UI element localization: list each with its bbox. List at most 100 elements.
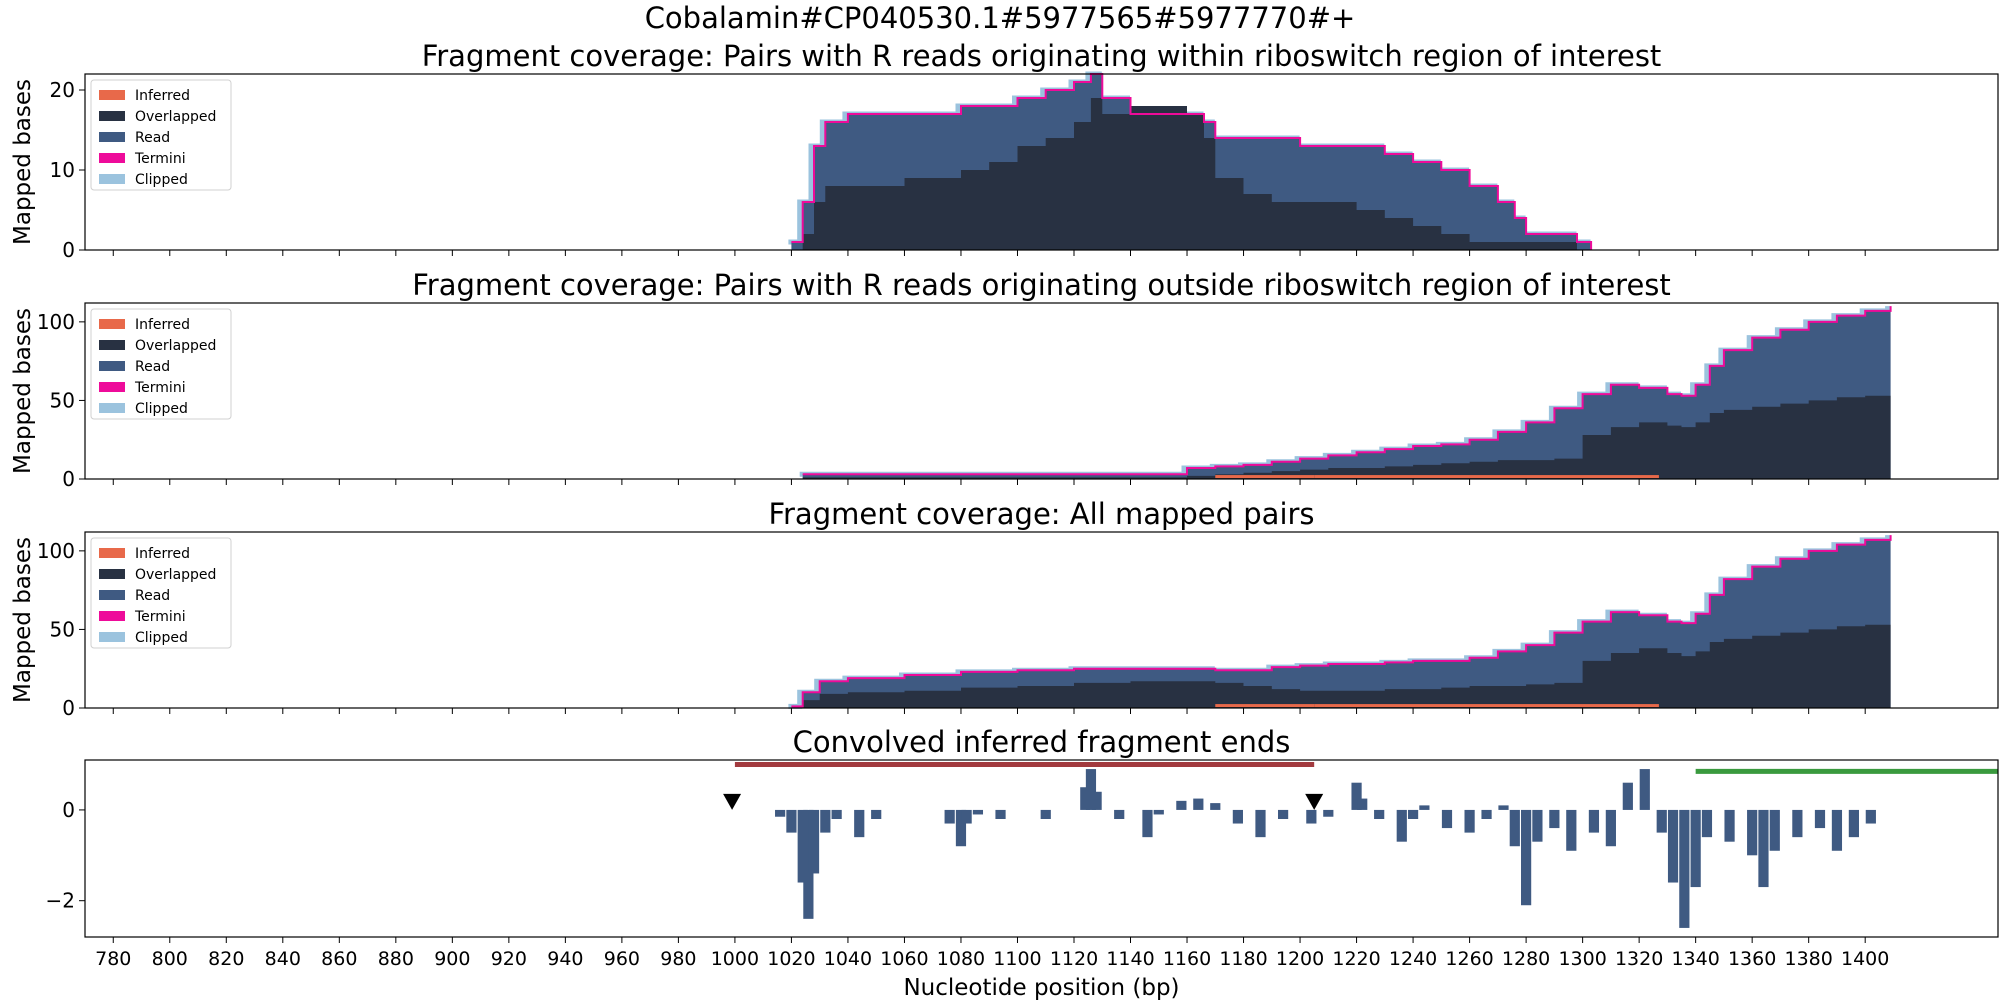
legend-label-inferred: Inferred bbox=[135, 88, 190, 104]
legend-swatch-inferred bbox=[99, 319, 125, 329]
x-tick-label: 840 bbox=[265, 948, 301, 970]
bar bbox=[1481, 809, 1492, 819]
bar bbox=[1605, 809, 1616, 847]
bar bbox=[972, 809, 984, 815]
legend-swatch-termini bbox=[99, 382, 125, 392]
bar bbox=[1277, 809, 1289, 819]
legend-label-inferred: Inferred bbox=[135, 317, 190, 333]
bar bbox=[1724, 809, 1735, 842]
bar bbox=[1255, 809, 1266, 838]
axes-frame bbox=[84, 531, 1999, 709]
y-tick-label: 50 bbox=[50, 617, 75, 641]
bar bbox=[1656, 809, 1667, 833]
bar bbox=[797, 809, 808, 883]
bar bbox=[1441, 809, 1453, 829]
axes-frame bbox=[84, 302, 1999, 480]
y-tick-label: 0 bbox=[62, 696, 75, 720]
x-axis-label: Nucleotide position (bp) bbox=[903, 975, 1179, 1000]
axes-frame bbox=[84, 73, 1999, 251]
legend-label-inferred: Inferred bbox=[135, 546, 190, 562]
bar bbox=[1701, 809, 1713, 838]
legend-swatch-clipped bbox=[99, 403, 125, 413]
bar bbox=[1509, 809, 1520, 847]
legend-swatch-inferred bbox=[99, 90, 125, 100]
axes-frame bbox=[84, 759, 1999, 938]
legend-label-overlapped: Overlapped bbox=[135, 338, 216, 354]
panel-title: Fragment coverage: Pairs with R reads or… bbox=[422, 39, 1662, 73]
bar bbox=[1176, 800, 1187, 810]
bar bbox=[1080, 787, 1091, 810]
bar bbox=[854, 809, 865, 838]
x-tick-label: 960 bbox=[604, 948, 640, 970]
bar bbox=[803, 809, 814, 919]
bar bbox=[944, 809, 955, 824]
bar bbox=[1521, 809, 1532, 906]
x-tick-label: 1340 bbox=[1671, 948, 1719, 970]
x-tick-label: 920 bbox=[491, 948, 527, 970]
bar bbox=[808, 809, 820, 874]
legend-label-termini: Termini bbox=[134, 380, 186, 396]
marker-triangle bbox=[1305, 793, 1324, 810]
bar bbox=[1639, 769, 1650, 810]
panel-2: Fragment coverage: Pairs with R reads or… bbox=[10, 268, 1999, 491]
x-tick-label: 1000 bbox=[711, 948, 759, 970]
x-tick-label: 1320 bbox=[1615, 948, 1663, 970]
bar bbox=[1622, 782, 1633, 810]
y-tick-label: 0 bbox=[62, 238, 75, 262]
legend-frame bbox=[90, 537, 232, 649]
bar bbox=[1464, 809, 1475, 833]
x-tick-label: 1040 bbox=[824, 948, 872, 970]
bar bbox=[1142, 809, 1153, 838]
panel-4: Convolved inferred fragment ends 780 800 82… bbox=[46, 725, 1999, 1000]
panel-title: Fragment coverage: All mapped pairs bbox=[768, 497, 1314, 531]
bar bbox=[1566, 809, 1577, 851]
y-axis-label: Mapped bases bbox=[10, 79, 36, 245]
bar bbox=[1114, 809, 1125, 819]
bar bbox=[995, 809, 1006, 819]
bar bbox=[1210, 803, 1221, 810]
legend-swatch-overlapped bbox=[99, 111, 125, 121]
x-tick-label: 940 bbox=[547, 948, 583, 970]
y-tick-label: 50 bbox=[50, 388, 75, 412]
bar bbox=[1040, 809, 1051, 819]
legend-swatch-termini bbox=[99, 611, 125, 621]
figure-suptitle: Cobalamin#CP040530.1#5977565#5977770#+ bbox=[644, 1, 1356, 35]
series-termini bbox=[791, 535, 1892, 708]
bar bbox=[1193, 798, 1204, 810]
y-tick-label: 20 bbox=[50, 78, 75, 102]
legend-swatch-clipped bbox=[99, 632, 125, 642]
legend: Inferred Overlapped Read Termini Clipped bbox=[90, 537, 232, 649]
bar bbox=[1374, 809, 1385, 819]
legend-swatch-overlapped bbox=[99, 340, 125, 350]
bar bbox=[1758, 809, 1769, 888]
bar bbox=[1498, 805, 1509, 810]
bar bbox=[1357, 798, 1368, 810]
legend-label-read: Read bbox=[135, 359, 170, 375]
bar bbox=[820, 809, 831, 833]
bar bbox=[1848, 809, 1859, 838]
bar bbox=[1351, 782, 1362, 810]
x-tick-label: 1360 bbox=[1728, 948, 1776, 970]
x-tick-label: 860 bbox=[321, 948, 357, 970]
bar bbox=[1792, 809, 1803, 838]
x-tick-label: 900 bbox=[434, 948, 470, 970]
legend-frame bbox=[90, 308, 232, 420]
bar bbox=[831, 809, 842, 819]
x-tick-label: 1240 bbox=[1389, 948, 1437, 970]
series-termini bbox=[791, 73, 1593, 250]
legend-label-overlapped: Overlapped bbox=[135, 567, 216, 583]
legend-label-clipped: Clipped bbox=[135, 172, 188, 188]
x-tick-label: 1280 bbox=[1502, 948, 1550, 970]
bar bbox=[1549, 809, 1560, 829]
legend-label-termini: Termini bbox=[134, 151, 186, 167]
bar bbox=[1532, 809, 1543, 842]
legend-label-clipped: Clipped bbox=[135, 630, 188, 646]
legend-label-read: Read bbox=[135, 588, 170, 604]
bar bbox=[775, 809, 786, 817]
series-overlapped bbox=[802, 395, 1891, 479]
bar bbox=[786, 809, 797, 833]
x-tick-label: 1120 bbox=[1050, 948, 1098, 970]
x-tick-label: 1080 bbox=[937, 948, 985, 970]
x-tick-label: 1140 bbox=[1106, 948, 1154, 970]
